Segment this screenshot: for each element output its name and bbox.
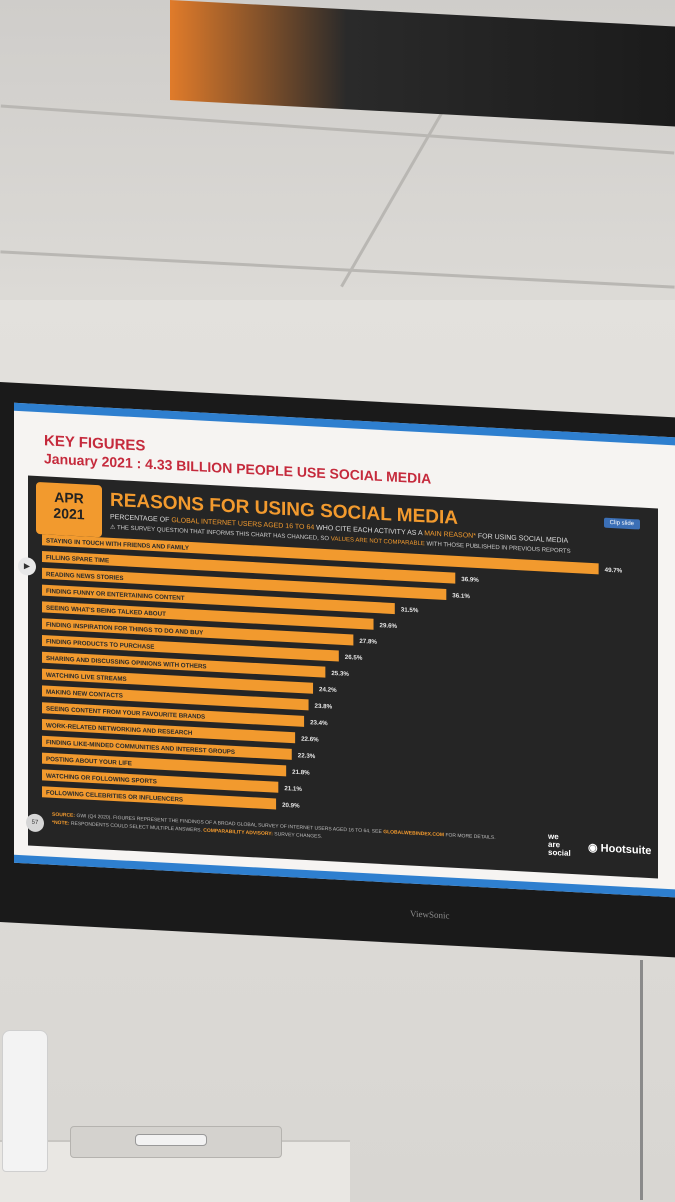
we-are-social-logo: we are social [548, 832, 571, 858]
bar-5 [42, 618, 354, 646]
tv-screen: KEY FIGURES January 2021 : 4.33 BILLION … [14, 402, 675, 898]
value-label-7: 25.3% [331, 670, 349, 678]
tv-brand-label: ViewSonic [410, 908, 450, 921]
bar-12 [42, 735, 292, 760]
bar-14 [42, 769, 279, 793]
category-label-2: READING NEWS STORIES [46, 571, 124, 582]
advisory-footer-text: SURVEY CHANGES. [274, 831, 323, 840]
value-label-10: 23.4% [310, 719, 328, 727]
owl-icon: ◉ [588, 841, 601, 855]
bar-chart: STAYING IN TOUCH WITH FRIENDS AND FAMILY… [42, 534, 623, 810]
cable [640, 960, 643, 1200]
value-label-5: 27.8% [359, 638, 377, 646]
value-label-13: 21.8% [292, 769, 310, 777]
value-label-14: 21.1% [284, 785, 302, 793]
value-label-6: 26.5% [345, 654, 363, 662]
value-label-12: 22.3% [298, 752, 316, 760]
bar-1 [42, 551, 456, 584]
date-badge: APR 2021 [36, 481, 102, 538]
badge-year: 2021 [53, 504, 85, 523]
value-label-4: 29.6% [380, 622, 398, 630]
value-label-2: 36.1% [452, 592, 470, 600]
category-label-1: FILLING SPARE TIME [46, 554, 109, 564]
bar-10 [42, 702, 305, 727]
value-label-0: 49.7% [605, 567, 623, 575]
category-label-8: WATCHING LIVE STREAMS [46, 672, 127, 683]
bar-8 [42, 668, 314, 694]
source-label: SOURCE: [52, 811, 76, 819]
subtitle-part: PERCENTAGE OF [110, 513, 172, 524]
category-label-9: MAKING NEW CONTACTS [46, 689, 123, 700]
page-number: 57 [26, 813, 44, 833]
sanitizer-bottle [2, 1030, 48, 1172]
value-label-9: 23.8% [315, 703, 333, 711]
advisory-part: VALUES ARE NOT COMPARABLE [330, 536, 425, 548]
value-label-11: 22.6% [301, 736, 319, 744]
value-label-1: 36.9% [461, 576, 479, 584]
bar-0 [42, 534, 599, 575]
logo-text: Hootsuite [600, 842, 652, 858]
bar-13 [42, 752, 287, 777]
clip-slide-button[interactable]: Clip slide [603, 517, 640, 530]
logo-line: social [548, 847, 571, 858]
source-tail: FOR MORE DETAILS. [444, 832, 496, 841]
slide: ▶ APR 2021 REASONS FOR USING SOCIAL MEDI… [18, 475, 658, 879]
whiteboard-marker [135, 1134, 207, 1146]
value-label-15: 20.9% [282, 802, 300, 810]
bar-4 [42, 601, 374, 630]
bar-9 [42, 685, 309, 711]
bar-15 [42, 786, 277, 810]
source-link[interactable]: GLOBALWEBINDEX.COM [383, 829, 445, 839]
advisory-label: COMPARABILITY ADVISORY: [203, 827, 273, 838]
warning-icon: ⚠ [110, 524, 117, 532]
bar-6 [42, 635, 339, 662]
category-label-13: POSTING ABOUT YOUR LIFE [46, 756, 132, 767]
bar-7 [42, 651, 326, 678]
value-label-8: 24.2% [319, 686, 337, 694]
bar-11 [42, 719, 296, 744]
bar-2 [42, 567, 447, 600]
tv-frame: KEY FIGURES January 2021 : 4.33 BILLION … [0, 382, 675, 958]
hootsuite-logo: ◉ Hootsuite [588, 841, 651, 857]
bar-3 [42, 584, 395, 615]
subtitle-part: MAIN REASON* [424, 530, 476, 540]
note-label: *NOTE: [52, 819, 70, 827]
value-label-3: 31.5% [401, 606, 419, 614]
